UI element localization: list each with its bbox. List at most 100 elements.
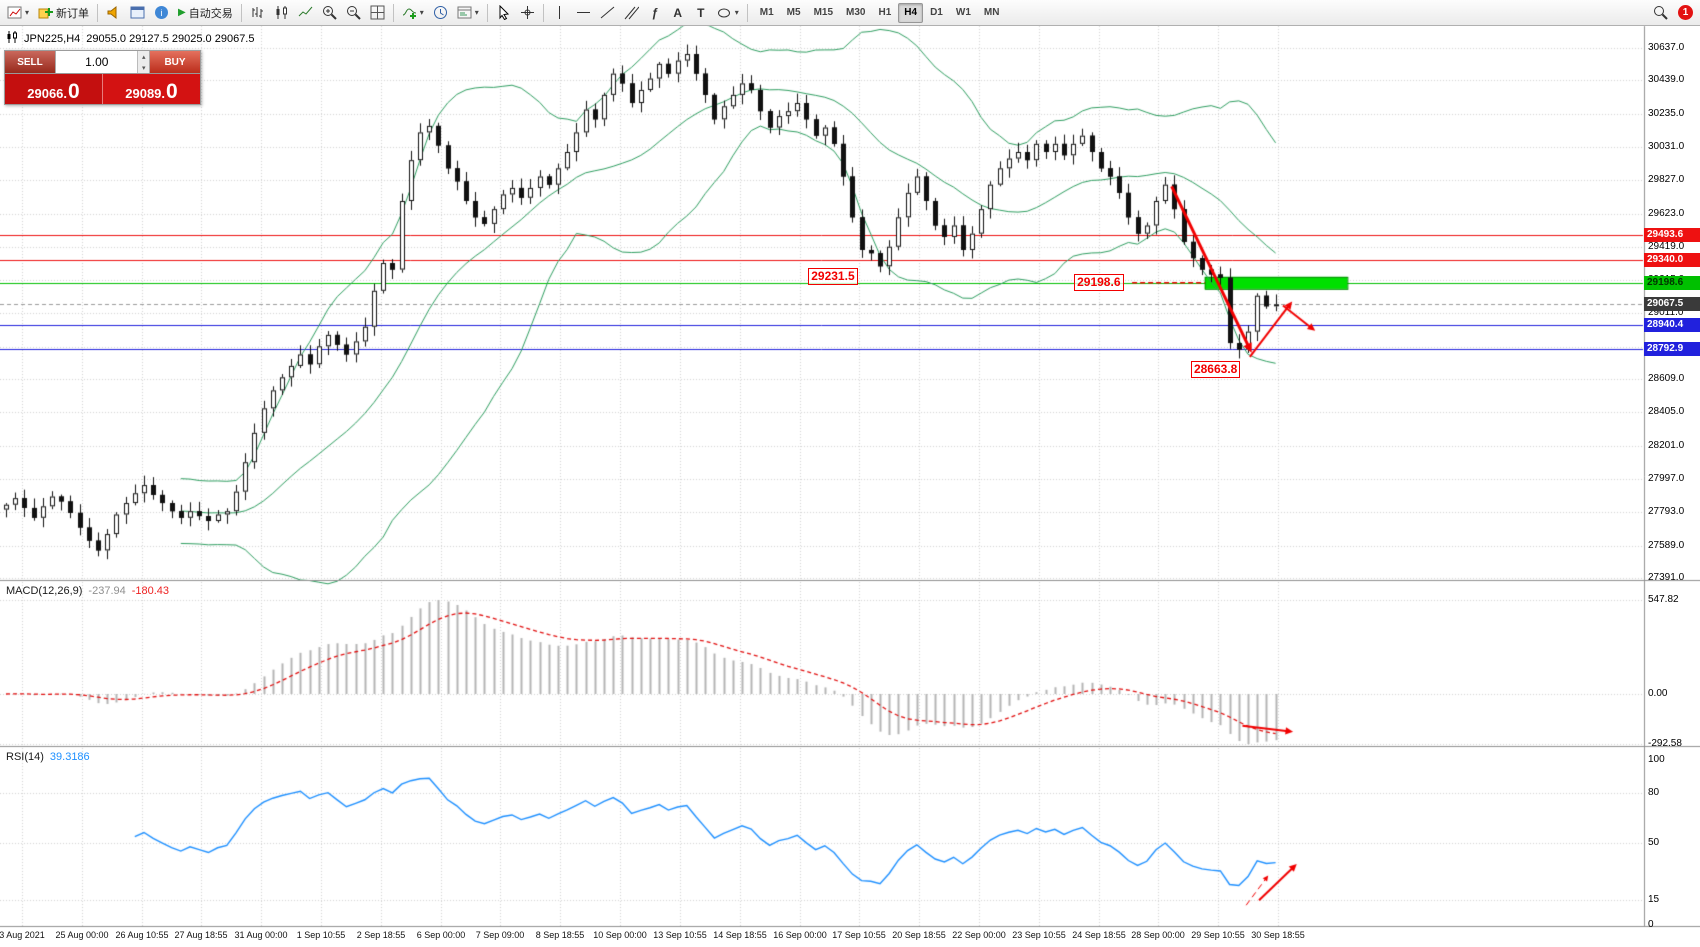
- price-axis-label: 30235.0: [1648, 107, 1685, 119]
- one-click-trading-panel: SELL ▴ ▾ BUY 29066.0 29089.0: [4, 50, 201, 105]
- line-chart-button[interactable]: [294, 2, 317, 24]
- toolbar-separator: [746, 3, 748, 22]
- price-level-tag: 29198.6: [1644, 275, 1700, 290]
- timeframe-button[interactable]: M15: [813, 7, 834, 18]
- date-axis-label: 8 Sep 18:55: [535, 930, 585, 940]
- date-axis-label: 17 Sep 10:55: [832, 930, 886, 940]
- new-order-button[interactable]: 新订单: [34, 2, 93, 24]
- shapes-button[interactable]: ▾: [713, 2, 743, 24]
- price-level-tag: 29067.5: [1644, 297, 1700, 312]
- zoom-out-button[interactable]: [342, 2, 365, 24]
- zoom-out-icon: [346, 5, 361, 20]
- macd-panel[interactable]: [0, 582, 1643, 746]
- cursor-icon: [496, 5, 511, 20]
- date-axis-label: 20 Sep 18:55: [892, 930, 946, 940]
- tile-windows-button[interactable]: [366, 2, 389, 24]
- timeframe-button[interactable]: D1: [930, 7, 943, 18]
- macd-axis-label: 0.00: [1648, 688, 1668, 699]
- sell-price-big: 0: [68, 80, 80, 104]
- rsi-panel[interactable]: [0, 748, 1643, 926]
- chevron-down-icon: ▾: [419, 8, 424, 17]
- toolbar-separator: [240, 3, 242, 22]
- play-icon: ▶: [178, 7, 186, 18]
- macd-main-value: -237.94: [88, 585, 126, 597]
- rsi-axis-label: 80: [1648, 787, 1660, 798]
- toolbar-right: 1: [1649, 2, 1697, 24]
- timeframe-button[interactable]: M5: [786, 7, 801, 18]
- terminal-button[interactable]: [126, 2, 149, 24]
- date-axis-label: 7 Sep 09:00: [475, 930, 525, 940]
- price-level-tag: 28792.9: [1644, 342, 1700, 357]
- price-axis[interactable]: 30637.0 30439.0 30235.0 30031.0 29827.0 29623…: [1644, 0, 1700, 947]
- buy-price-big: 0: [166, 80, 178, 104]
- channel-button[interactable]: [620, 2, 643, 24]
- zoom-in-button[interactable]: [318, 2, 341, 24]
- date-axis-label: 16 Sep 00:00: [773, 930, 827, 940]
- help-button[interactable]: i: [150, 2, 173, 24]
- bar-chart-button[interactable]: [246, 2, 269, 24]
- cursor-button[interactable]: [492, 2, 515, 24]
- buy-price[interactable]: 29089. 0: [102, 74, 200, 104]
- symbol-period: JPN225,H4: [24, 32, 81, 45]
- timeframe-button[interactable]: H4: [898, 2, 924, 23]
- vertical-line-button[interactable]: [548, 2, 571, 24]
- volume-down-button[interactable]: ▾: [141, 64, 146, 72]
- timeframe-button[interactable]: MN: [983, 7, 1000, 18]
- text-tool-button[interactable]: A: [667, 2, 689, 24]
- macd-signal-value: -180.43: [131, 585, 170, 597]
- toolbar-separator: [542, 3, 544, 22]
- crosshair-button[interactable]: [516, 2, 539, 24]
- timeframe-button[interactable]: M1: [759, 7, 774, 18]
- volume-input[interactable]: [56, 51, 138, 73]
- price-annotation[interactable]: 29198.6: [1074, 273, 1124, 291]
- date-axis-label: 13 Sep 10:55: [653, 930, 707, 940]
- new-order-label: 新订单: [56, 7, 90, 20]
- label-tool-button[interactable]: T: [690, 2, 712, 24]
- notification-badge[interactable]: 1: [1678, 5, 1693, 20]
- timeframe-button[interactable]: W1: [955, 7, 971, 18]
- rsi-axis-label: 0: [1648, 919, 1654, 930]
- volume-up-button[interactable]: ▴: [141, 53, 146, 61]
- alerts-button[interactable]: [102, 2, 125, 24]
- sell-price[interactable]: 29066. 0: [5, 74, 102, 104]
- ohlc-values: 29055.0 29127.5 29025.0 29067.5: [86, 32, 255, 45]
- trendline-button[interactable]: [596, 2, 619, 24]
- trendline-icon: [600, 5, 615, 20]
- macd-axis-label: -292.58: [1648, 738, 1682, 750]
- templates-button[interactable]: ▾: [453, 2, 483, 24]
- rsi-axis-label: 100: [1648, 754, 1665, 765]
- date-axis-label: 31 Aug 00:00: [234, 930, 288, 940]
- search-button[interactable]: [1649, 2, 1672, 24]
- svg-text:i: i: [161, 8, 163, 18]
- date-axis-label: 14 Sep 18:55: [713, 930, 767, 940]
- autotrading-button[interactable]: ▶ 自动交易: [174, 2, 237, 24]
- main-chart-panel[interactable]: [0, 26, 1643, 580]
- price-axis-label: 28405.0: [1648, 406, 1685, 418]
- date-axis-label: 28 Sep 00:00: [1131, 930, 1185, 940]
- price-annotation[interactable]: 29231.5: [808, 268, 858, 286]
- time-axis[interactable]: 3 Aug 2021 25 Aug 00:00 26 Aug 10:55 27 Aug…: [0, 927, 1700, 947]
- candle-chart-button[interactable]: [270, 2, 293, 24]
- price-level-tag: 29340.0: [1644, 252, 1700, 267]
- timeframe-button[interactable]: M30: [846, 7, 866, 18]
- timeframe-button[interactable]: H1: [878, 7, 892, 18]
- sell-button[interactable]: SELL: [5, 51, 55, 73]
- horizontal-line-button[interactable]: [572, 2, 595, 24]
- date-axis-label: 24 Sep 18:55: [1072, 930, 1126, 940]
- new-chart-button[interactable]: ▾: [3, 2, 33, 24]
- macd-label: MACD(12,26,9) -237.94 -180.43: [6, 585, 169, 597]
- date-axis-label: 3 Aug 2021: [0, 930, 45, 940]
- indicators-button[interactable]: ▾: [398, 2, 428, 24]
- price-axis-label: 30637.0: [1648, 42, 1685, 53]
- date-axis-label: 1 Sep 10:55: [296, 930, 346, 940]
- price-axis-label: 27391.0: [1648, 572, 1685, 583]
- volume-spinner: ▴ ▾: [137, 51, 149, 73]
- fibonacci-button[interactable]: ƒ: [644, 2, 666, 24]
- symbol-icon: [6, 31, 18, 46]
- volume-control: ▴ ▾: [55, 51, 150, 73]
- date-axis-label: 29 Sep 10:55: [1191, 930, 1245, 940]
- price-annotation[interactable]: 28663.8: [1190, 361, 1241, 379]
- buy-button[interactable]: BUY: [150, 51, 200, 73]
- period-button[interactable]: [429, 2, 452, 24]
